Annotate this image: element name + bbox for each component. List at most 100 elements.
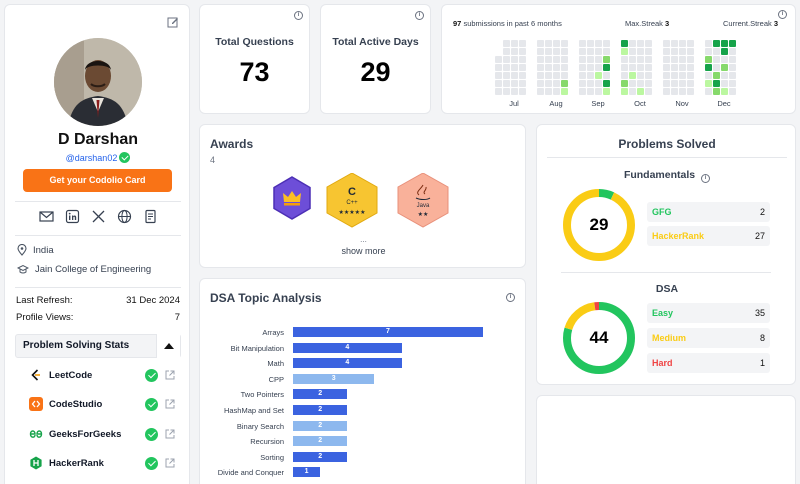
heatmap-cell[interactable] bbox=[679, 40, 686, 47]
heatmap-cell[interactable] bbox=[705, 64, 712, 71]
heatmap-cell[interactable] bbox=[587, 72, 594, 79]
heatmap-cell[interactable] bbox=[603, 72, 610, 79]
heatmap-cell[interactable] bbox=[511, 40, 518, 47]
heatmap-cell[interactable] bbox=[553, 56, 560, 63]
heatmap-cell[interactable] bbox=[545, 72, 552, 79]
heatmap-cell[interactable] bbox=[721, 48, 728, 55]
heatmap-cell[interactable] bbox=[603, 64, 610, 71]
heatmap-cell[interactable] bbox=[713, 64, 720, 71]
heatmap-cell[interactable] bbox=[713, 56, 720, 63]
heatmap-cell[interactable] bbox=[503, 72, 510, 79]
heatmap-cell[interactable] bbox=[587, 56, 594, 63]
heatmap-cell[interactable] bbox=[545, 48, 552, 55]
heatmap-cell[interactable] bbox=[629, 40, 636, 47]
heatmap-cell[interactable] bbox=[553, 40, 560, 47]
resume-icon[interactable] bbox=[143, 209, 158, 224]
heatmap-cell[interactable] bbox=[519, 56, 526, 63]
heatmap-cell[interactable] bbox=[561, 48, 568, 55]
heatmap-cell[interactable] bbox=[645, 88, 652, 95]
external-link-icon[interactable] bbox=[165, 429, 175, 439]
bar[interactable]: 2 bbox=[293, 451, 348, 462]
heatmap-cell[interactable] bbox=[637, 40, 644, 47]
bar[interactable]: 2 bbox=[293, 436, 348, 447]
heatmap-cell[interactable] bbox=[645, 48, 652, 55]
heatmap-cell[interactable] bbox=[645, 72, 652, 79]
info-icon[interactable]: i bbox=[701, 174, 711, 183]
platform-leetcode[interactable]: LeetCode bbox=[29, 366, 179, 384]
heatmap-cell[interactable] bbox=[511, 48, 518, 55]
heatmap-cell[interactable] bbox=[545, 56, 552, 63]
award-badge-java[interactable]: Java ★★ bbox=[397, 173, 449, 228]
heatmap-cell[interactable] bbox=[561, 56, 568, 63]
info-icon[interactable]: i bbox=[415, 11, 424, 20]
heatmap-cell[interactable] bbox=[663, 88, 670, 95]
heatmap-cell[interactable] bbox=[503, 88, 510, 95]
heatmap-cell[interactable] bbox=[629, 72, 636, 79]
external-link-icon[interactable] bbox=[165, 370, 175, 380]
heatmap-cell[interactable] bbox=[645, 40, 652, 47]
heatmap-cell[interactable] bbox=[503, 64, 510, 71]
heatmap-cell[interactable] bbox=[537, 64, 544, 71]
heatmap-cell[interactable] bbox=[729, 88, 736, 95]
heatmap-cell[interactable] bbox=[579, 88, 586, 95]
heatmap-cell[interactable] bbox=[595, 48, 602, 55]
heatmap-cell[interactable] bbox=[519, 80, 526, 87]
heatmap-cell[interactable] bbox=[603, 56, 610, 63]
heatmap-cell[interactable] bbox=[503, 40, 510, 47]
heatmap-cell[interactable] bbox=[679, 80, 686, 87]
heatmap-cell[interactable] bbox=[603, 40, 610, 47]
heatmap-cell[interactable] bbox=[679, 64, 686, 71]
bar[interactable]: 4 bbox=[293, 342, 402, 353]
heatmap-cell[interactable] bbox=[587, 40, 594, 47]
profile-handle[interactable]: @darshan02 bbox=[5, 152, 191, 163]
heatmap-cell[interactable] bbox=[729, 40, 736, 47]
heatmap-cell[interactable] bbox=[671, 64, 678, 71]
heatmap-cell[interactable] bbox=[637, 80, 644, 87]
heatmap-cell[interactable] bbox=[587, 88, 594, 95]
heatmap-cell[interactable] bbox=[595, 72, 602, 79]
heatmap-cell[interactable] bbox=[705, 56, 712, 63]
heatmap-cell[interactable] bbox=[679, 56, 686, 63]
heatmap-cell[interactable] bbox=[637, 64, 644, 71]
heatmap-cell[interactable] bbox=[705, 88, 712, 95]
heatmap-cell[interactable] bbox=[579, 48, 586, 55]
heatmap-cell[interactable] bbox=[687, 48, 694, 55]
heatmap-cell[interactable] bbox=[705, 72, 712, 79]
heatmap-cell[interactable] bbox=[721, 80, 728, 87]
heatmap-cell[interactable] bbox=[519, 64, 526, 71]
bar[interactable]: 1 bbox=[293, 467, 321, 478]
heatmap-cell[interactable] bbox=[545, 64, 552, 71]
heatmap-cell[interactable] bbox=[519, 48, 526, 55]
heatmap-cell[interactable] bbox=[629, 64, 636, 71]
linkedin-icon[interactable] bbox=[65, 209, 80, 224]
heatmap-cell[interactable] bbox=[705, 80, 712, 87]
heatmap-cell[interactable] bbox=[621, 72, 628, 79]
heatmap-cell[interactable] bbox=[645, 56, 652, 63]
heatmap-cell[interactable] bbox=[561, 40, 568, 47]
heatmap-cell[interactable] bbox=[603, 48, 610, 55]
heatmap-cell[interactable] bbox=[729, 80, 736, 87]
heatmap-cell[interactable] bbox=[561, 72, 568, 79]
heatmap-cell[interactable] bbox=[553, 80, 560, 87]
handle-text[interactable]: @darshan02 bbox=[65, 153, 118, 163]
x-twitter-icon[interactable] bbox=[91, 209, 106, 224]
heatmap-cell[interactable] bbox=[679, 48, 686, 55]
heatmap-cell[interactable] bbox=[729, 72, 736, 79]
award-badge-crown[interactable] bbox=[273, 176, 311, 220]
heatmap-cell[interactable] bbox=[663, 72, 670, 79]
heatmap-cell[interactable] bbox=[621, 56, 628, 63]
heatmap-cell[interactable] bbox=[729, 56, 736, 63]
heatmap-cell[interactable] bbox=[713, 72, 720, 79]
heatmap-cell[interactable] bbox=[545, 80, 552, 87]
heatmap-cell[interactable] bbox=[705, 40, 712, 47]
heatmap-cell[interactable] bbox=[511, 64, 518, 71]
heatmap-cell[interactable] bbox=[729, 48, 736, 55]
heatmap-cell[interactable] bbox=[713, 88, 720, 95]
edit-icon[interactable] bbox=[167, 16, 179, 28]
heatmap-cell[interactable] bbox=[553, 88, 560, 95]
heatmap-cell[interactable] bbox=[537, 56, 544, 63]
heatmap-cell[interactable] bbox=[637, 88, 644, 95]
heatmap-cell[interactable] bbox=[621, 48, 628, 55]
info-icon[interactable]: i bbox=[778, 10, 787, 19]
heatmap-cell[interactable] bbox=[537, 40, 544, 47]
